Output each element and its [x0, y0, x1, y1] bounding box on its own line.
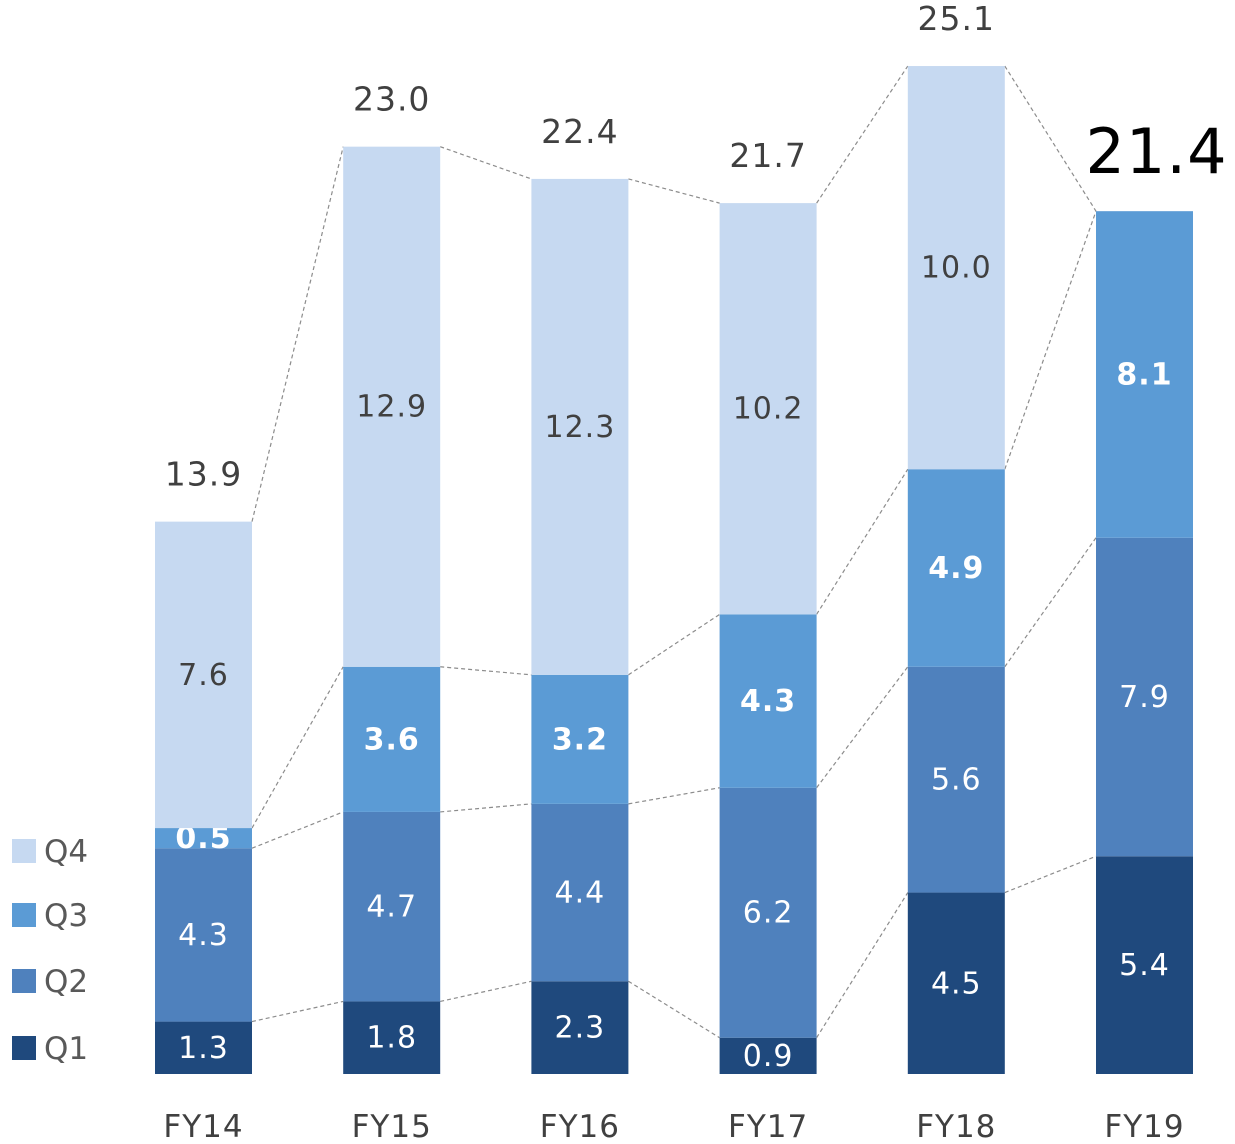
data-label-q2-fy14: 4.3 — [178, 918, 229, 953]
data-label-q2-fy16: 4.4 — [555, 876, 606, 911]
connector-q1-fy15 — [440, 980, 532, 1003]
category-label-fy17: FY17 — [728, 1109, 808, 1144]
data-label-q3-fy18: 4.9 — [928, 551, 984, 586]
legend-label-q3: Q3 — [44, 898, 88, 934]
bar-q2-fy17 — [719, 787, 817, 1038]
category-label-fy15: FY15 — [352, 1109, 432, 1144]
connector-q3-fy18 — [1004, 210, 1097, 470]
data-label-q1-fy14: 1.3 — [178, 1031, 229, 1066]
bar-q2-fy19 — [1096, 537, 1193, 857]
bar-q4-fy16 — [531, 178, 629, 675]
data-label-q3-fy19: 8.1 — [1116, 357, 1172, 392]
connector-q4-fy15 — [439, 146, 532, 180]
total-label-fy17: 21.7 — [729, 136, 806, 175]
legend: Q4 Q3 Q2 Q1 — [12, 834, 88, 1067]
bar-q3-fy18 — [907, 469, 1005, 667]
category-label-fy18: FY18 — [916, 1109, 996, 1144]
bar-q2-fy15 — [343, 811, 441, 1002]
bar-q3-fy19 — [1096, 211, 1193, 538]
bar-q2-fy18 — [907, 666, 1005, 893]
total-label-fy14: 13.9 — [165, 455, 242, 494]
bar-q3-fy16 — [531, 674, 629, 804]
connector-q3-fy16 — [628, 613, 720, 676]
bar-q2-fy14 — [155, 848, 252, 1022]
data-label-q1-fy18: 4.5 — [931, 966, 982, 1001]
total-label-fy15: 23.0 — [353, 80, 430, 119]
data-label-q1-fy16: 2.3 — [555, 1011, 606, 1046]
total-label-fy18: 25.1 — [918, 0, 995, 38]
legend-swatch-q2 — [12, 969, 36, 993]
category-label-fy19: FY19 — [1104, 1109, 1184, 1144]
bar-q1-fy18 — [907, 892, 1005, 1074]
total-label-fy19: 21.4 — [1085, 115, 1227, 188]
connector-q4-fy17 — [816, 65, 909, 204]
bar-q1-fy14 — [155, 1021, 252, 1074]
connector-q2-fy15 — [440, 803, 532, 813]
data-label-q1-fy19: 5.4 — [1119, 948, 1170, 983]
data-label-q3-fy15: 3.6 — [364, 722, 420, 757]
bar-q3-fy14 — [155, 828, 252, 849]
connector-q3-fy17 — [816, 468, 909, 615]
connector-q1-fy16 — [628, 980, 720, 1039]
data-label-q2-fy15: 4.7 — [366, 890, 417, 925]
connector-q2-fy16 — [628, 787, 720, 805]
data-label-q4-fy16: 12.3 — [545, 410, 616, 445]
connector-q2-fy18 — [1004, 537, 1097, 668]
legend-swatch-q3 — [12, 903, 36, 927]
data-label-q4-fy14: 7.6 — [178, 658, 229, 693]
bars: 1.34.30.57.61.84.73.612.92.34.43.212.30.… — [155, 66, 1193, 1074]
connector-q4-fy14 — [251, 146, 344, 522]
connector-q4-fy16 — [628, 178, 720, 204]
data-label-q1-fy15: 1.8 — [366, 1021, 417, 1056]
connector-q1-fy17 — [816, 892, 909, 1039]
bar-q1-fy19 — [1096, 856, 1193, 1074]
data-label-q4-fy15: 12.9 — [356, 390, 427, 425]
data-label-q2-fy17: 6.2 — [743, 896, 794, 931]
data-label-q2-fy18: 5.6 — [931, 763, 982, 798]
data-label-q1-fy17: 0.9 — [743, 1039, 794, 1074]
data-label-q4-fy17: 10.2 — [733, 392, 804, 427]
total-label-fy16: 22.4 — [541, 112, 618, 151]
bar-q4-fy18 — [907, 66, 1005, 470]
connector-q4-fy18 — [1004, 65, 1097, 212]
connector-q3-fy14 — [251, 666, 344, 829]
connector-q1-fy18 — [1004, 855, 1097, 894]
legend-label-q4: Q4 — [44, 834, 88, 870]
category-label-fy14: FY14 — [163, 1109, 243, 1144]
bar-q4-fy17 — [719, 203, 817, 615]
bar-q1-fy17 — [719, 1037, 817, 1074]
legend-swatch-q1 — [12, 1036, 36, 1060]
bar-q2-fy16 — [531, 803, 629, 982]
legend-label-q2: Q2 — [44, 964, 88, 1000]
total-labels: 13.9 23.0 22.4 21.7 25.1 21.4 — [165, 0, 1227, 494]
bar-q1-fy16 — [531, 981, 629, 1074]
connector-q1-fy14 — [251, 1000, 344, 1023]
legend-swatch-q4 — [12, 839, 36, 863]
connector-lines — [251, 65, 1097, 1039]
bar-q4-fy14 — [155, 521, 252, 829]
data-label-q3-fy17: 4.3 — [740, 684, 796, 719]
category-labels: FY14 FY15 FY16 FY17 FY18 FY19 — [163, 1109, 1184, 1144]
bar-q4-fy15 — [343, 146, 441, 667]
bar-q3-fy17 — [719, 614, 817, 788]
bar-q3-fy15 — [343, 666, 441, 812]
bar-q1-fy15 — [343, 1001, 441, 1074]
connector-q2-fy17 — [816, 666, 909, 789]
data-label-q3-fy16: 3.2 — [552, 722, 608, 757]
connector-q3-fy15 — [440, 666, 532, 676]
data-label-q4-fy18: 10.0 — [921, 251, 992, 286]
data-label-q2-fy19: 7.9 — [1119, 680, 1170, 715]
connector-q2-fy14 — [251, 811, 344, 849]
legend-label-q1: Q1 — [44, 1031, 88, 1067]
category-label-fy16: FY16 — [540, 1109, 620, 1144]
